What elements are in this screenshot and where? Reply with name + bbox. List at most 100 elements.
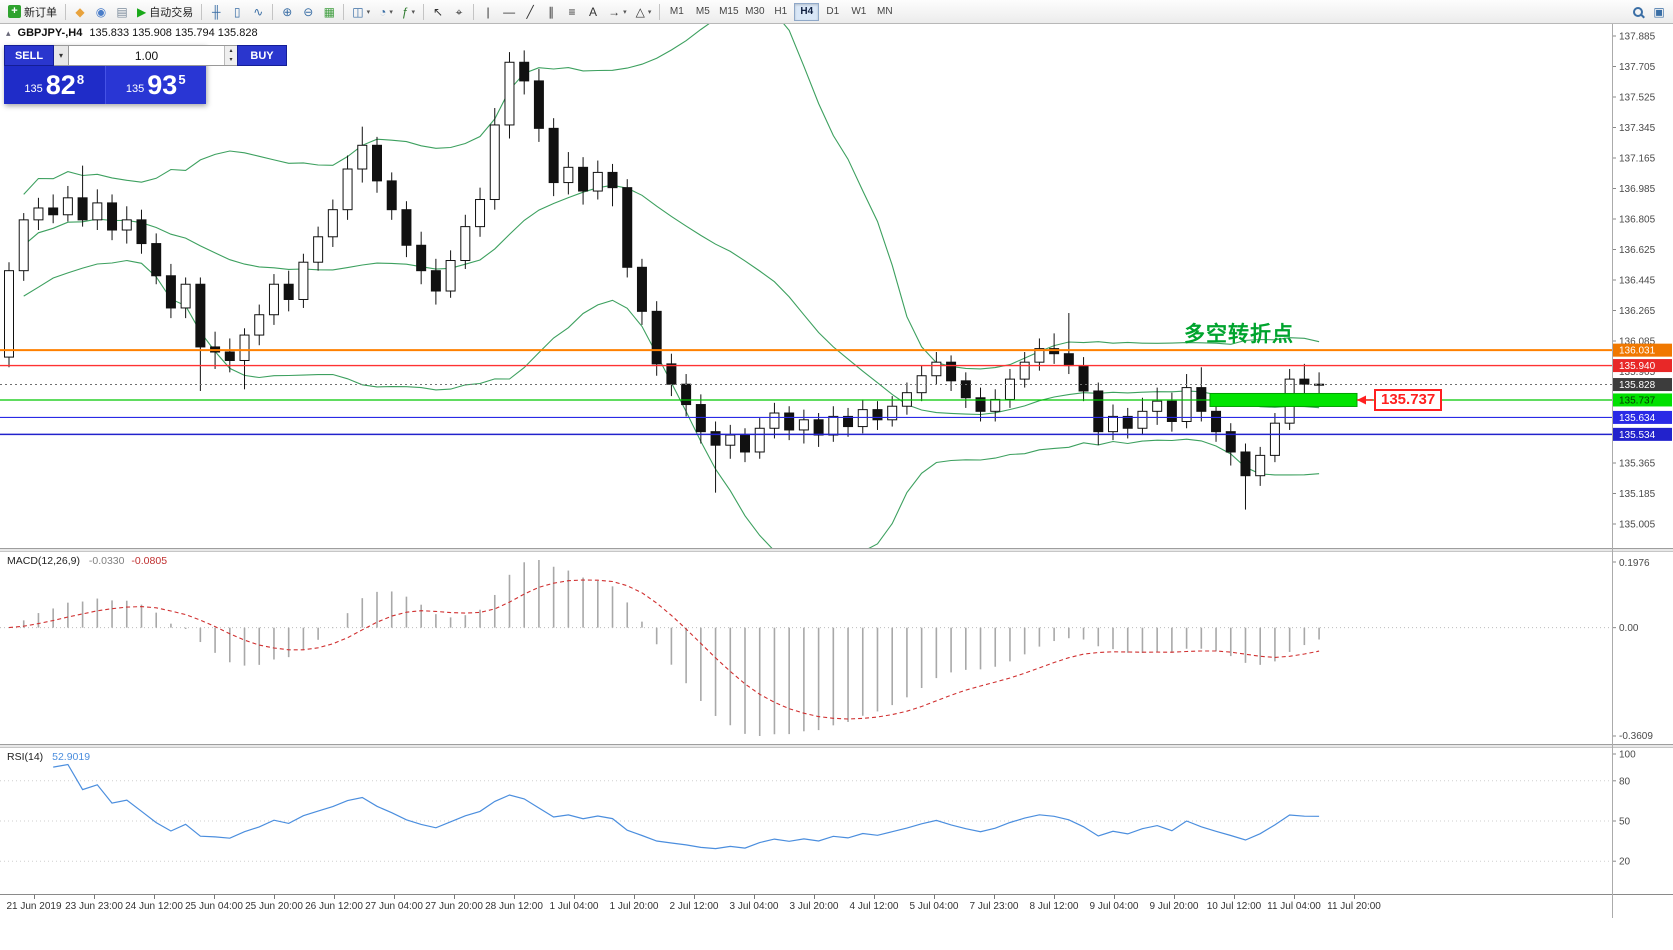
time-label: 11 Jul 20:00 — [1327, 901, 1381, 912]
trendline-button[interactable]: ╱ — [520, 2, 540, 22]
timeframe-m1-button[interactable]: M1 — [664, 3, 689, 21]
sell-button[interactable]: SELL — [4, 45, 54, 66]
price-tick-label: 137.705 — [1619, 62, 1656, 73]
candle-body — [386, 180, 397, 211]
search-button[interactable] — [1628, 2, 1648, 22]
volume-input[interactable] — [69, 46, 224, 65]
one-click-panel-toggle-icon[interactable]: ▴ — [6, 27, 11, 38]
candle-body — [254, 314, 265, 336]
symbol-name: GBPJPY-,H4 — [17, 27, 83, 39]
panel-separator[interactable] — [0, 744, 1673, 748]
cursor-button[interactable]: ↖ — [428, 2, 448, 22]
search-icon — [1633, 6, 1643, 17]
price-tick-label: 135.185 — [1619, 489, 1656, 500]
vertical-line-button[interactable]: | — [478, 2, 498, 22]
price-badge-label: 135.940 — [1619, 361, 1656, 372]
price-tick-label: 137.525 — [1619, 93, 1656, 104]
volume-increase-button[interactable]: ▴ — [225, 46, 237, 56]
time-tick — [514, 895, 515, 899]
bar-chart-mode-button[interactable]: ╫ — [206, 2, 226, 22]
buy-price-sup: 5 — [178, 72, 186, 87]
buy-button[interactable]: BUY — [237, 45, 287, 66]
shapes-button[interactable]: △ ▾ — [632, 2, 656, 22]
candle-body — [1181, 387, 1192, 422]
buy-price-main: 93 — [147, 69, 178, 100]
candle-body — [1078, 365, 1089, 392]
time-label: 2 Jul 12:00 — [669, 901, 719, 912]
candle-body — [1211, 410, 1222, 433]
chevron-down-icon: ▾ — [411, 8, 416, 16]
new-chart-button[interactable]: ◫ ▾ — [348, 2, 374, 22]
community-icon: ◉ — [95, 4, 107, 19]
new-order-label: 新订单 — [24, 6, 57, 19]
community-button[interactable]: ◉ — [91, 2, 111, 22]
vertical-line-icon: | — [486, 4, 490, 19]
rsi-panel-chart[interactable]: 100 80 50 20 — [0, 748, 1673, 894]
tile-windows-button[interactable]: ▦ — [319, 2, 339, 22]
crosshair-button[interactable]: ⌖ — [449, 2, 469, 22]
fibonacci-button[interactable]: ≡ — [562, 2, 582, 22]
volume-decrease-button[interactable]: ▾ — [225, 55, 237, 65]
channel-button[interactable]: ∥ — [541, 2, 561, 22]
price-tick-label: 136.445 — [1619, 276, 1656, 287]
time-label: 8 Jul 12:00 — [1029, 901, 1079, 912]
timeframe-h4-button[interactable]: H4 — [794, 2, 820, 21]
price-level-tag[interactable]: 135.737 — [1374, 389, 1443, 411]
macd-axis-label: -0.3609 — [1619, 731, 1653, 742]
candle-body — [165, 275, 176, 309]
data-window-button[interactable]: ▣ — [1649, 2, 1669, 22]
toolbar-separator — [65, 3, 66, 20]
line-chart-mode-button[interactable]: ∿ — [248, 2, 268, 22]
timeframe-h1-button[interactable]: H1 — [768, 3, 793, 21]
new-order-button[interactable]: + 新订单 — [4, 2, 61, 22]
time-tick — [94, 895, 95, 899]
text-button[interactable]: A — [583, 2, 603, 22]
profiles-button[interactable]: ◔ ▾ — [375, 2, 397, 22]
chart-annotation[interactable]: 多空转折点 — [1184, 322, 1294, 346]
highlight-zone-rect[interactable] — [1209, 392, 1358, 407]
candle-body — [151, 243, 162, 277]
horizontal-line-button[interactable]: — — [499, 2, 519, 22]
time-tick — [214, 895, 215, 899]
buy-price[interactable]: 135 93 5 — [104, 66, 206, 104]
time-label: 1 Jul 04:00 — [549, 901, 599, 912]
price-badge-label: 135.634 — [1619, 413, 1656, 424]
time-tick — [754, 895, 755, 899]
timeframe-mn-button[interactable]: MN — [872, 3, 897, 21]
panel-separator[interactable] — [0, 548, 1673, 552]
mql5-market-button[interactable]: ◆ — [70, 2, 90, 22]
timeframe-m15-button[interactable]: M15 — [716, 3, 741, 21]
candle-body — [622, 187, 633, 268]
timeframe-m5-button[interactable]: M5 — [690, 3, 715, 21]
order-options-dropdown[interactable]: ▾ — [54, 45, 69, 66]
arrow-tool-button[interactable]: → ▾ — [604, 2, 631, 22]
candle-body — [313, 236, 324, 263]
timeframe-m30-button[interactable]: M30 — [742, 3, 767, 21]
auto-trading-button[interactable]: ▶ 自动交易 — [133, 2, 197, 22]
time-label: 4 Jul 12:00 — [849, 901, 899, 912]
price-tick-label: 137.165 — [1619, 154, 1656, 165]
candle-body — [416, 244, 427, 272]
rsi-value: 52.9019 — [52, 751, 91, 763]
macd-panel-chart[interactable]: 0.1976 0.00 -0.3609 — [0, 552, 1673, 744]
indicators-button[interactable]: ƒ ▾ — [398, 2, 419, 22]
candle-body — [475, 199, 486, 228]
candle-body — [224, 351, 235, 361]
candle-body — [1255, 454, 1266, 477]
timeframe-w1-button[interactable]: W1 — [846, 3, 871, 21]
time-label: 27 Jun 04:00 — [365, 901, 423, 912]
news-button[interactable]: ▤ — [112, 2, 132, 22]
price-chart[interactable]: 137.885 137.705 137.525 137.345 137.165 136.9… — [0, 24, 1673, 548]
candle-chart-mode-button[interactable]: ▯ — [227, 2, 247, 22]
sell-price[interactable]: 135 82 8 — [4, 66, 105, 104]
zoom-out-button[interactable]: ⊖ — [298, 2, 318, 22]
time-tick — [694, 895, 695, 899]
volume-field: ▴ ▾ — [69, 45, 237, 66]
zoom-in-button[interactable]: ⊕ — [277, 2, 297, 22]
timeframe-d1-button[interactable]: D1 — [820, 3, 845, 21]
trade-panel-prices: 135 82 8 135 93 5 — [4, 66, 206, 104]
price-scale[interactable]: 137.885 137.705 137.525 137.345 137.165 136.9… — [1612, 32, 1656, 531]
time-axis[interactable]: 21 Jun 2019 23 Jun 23:00 24 Jun 12:00 25 Ju… — [0, 894, 1673, 918]
time-label: 26 Jun 12:00 — [305, 901, 363, 912]
